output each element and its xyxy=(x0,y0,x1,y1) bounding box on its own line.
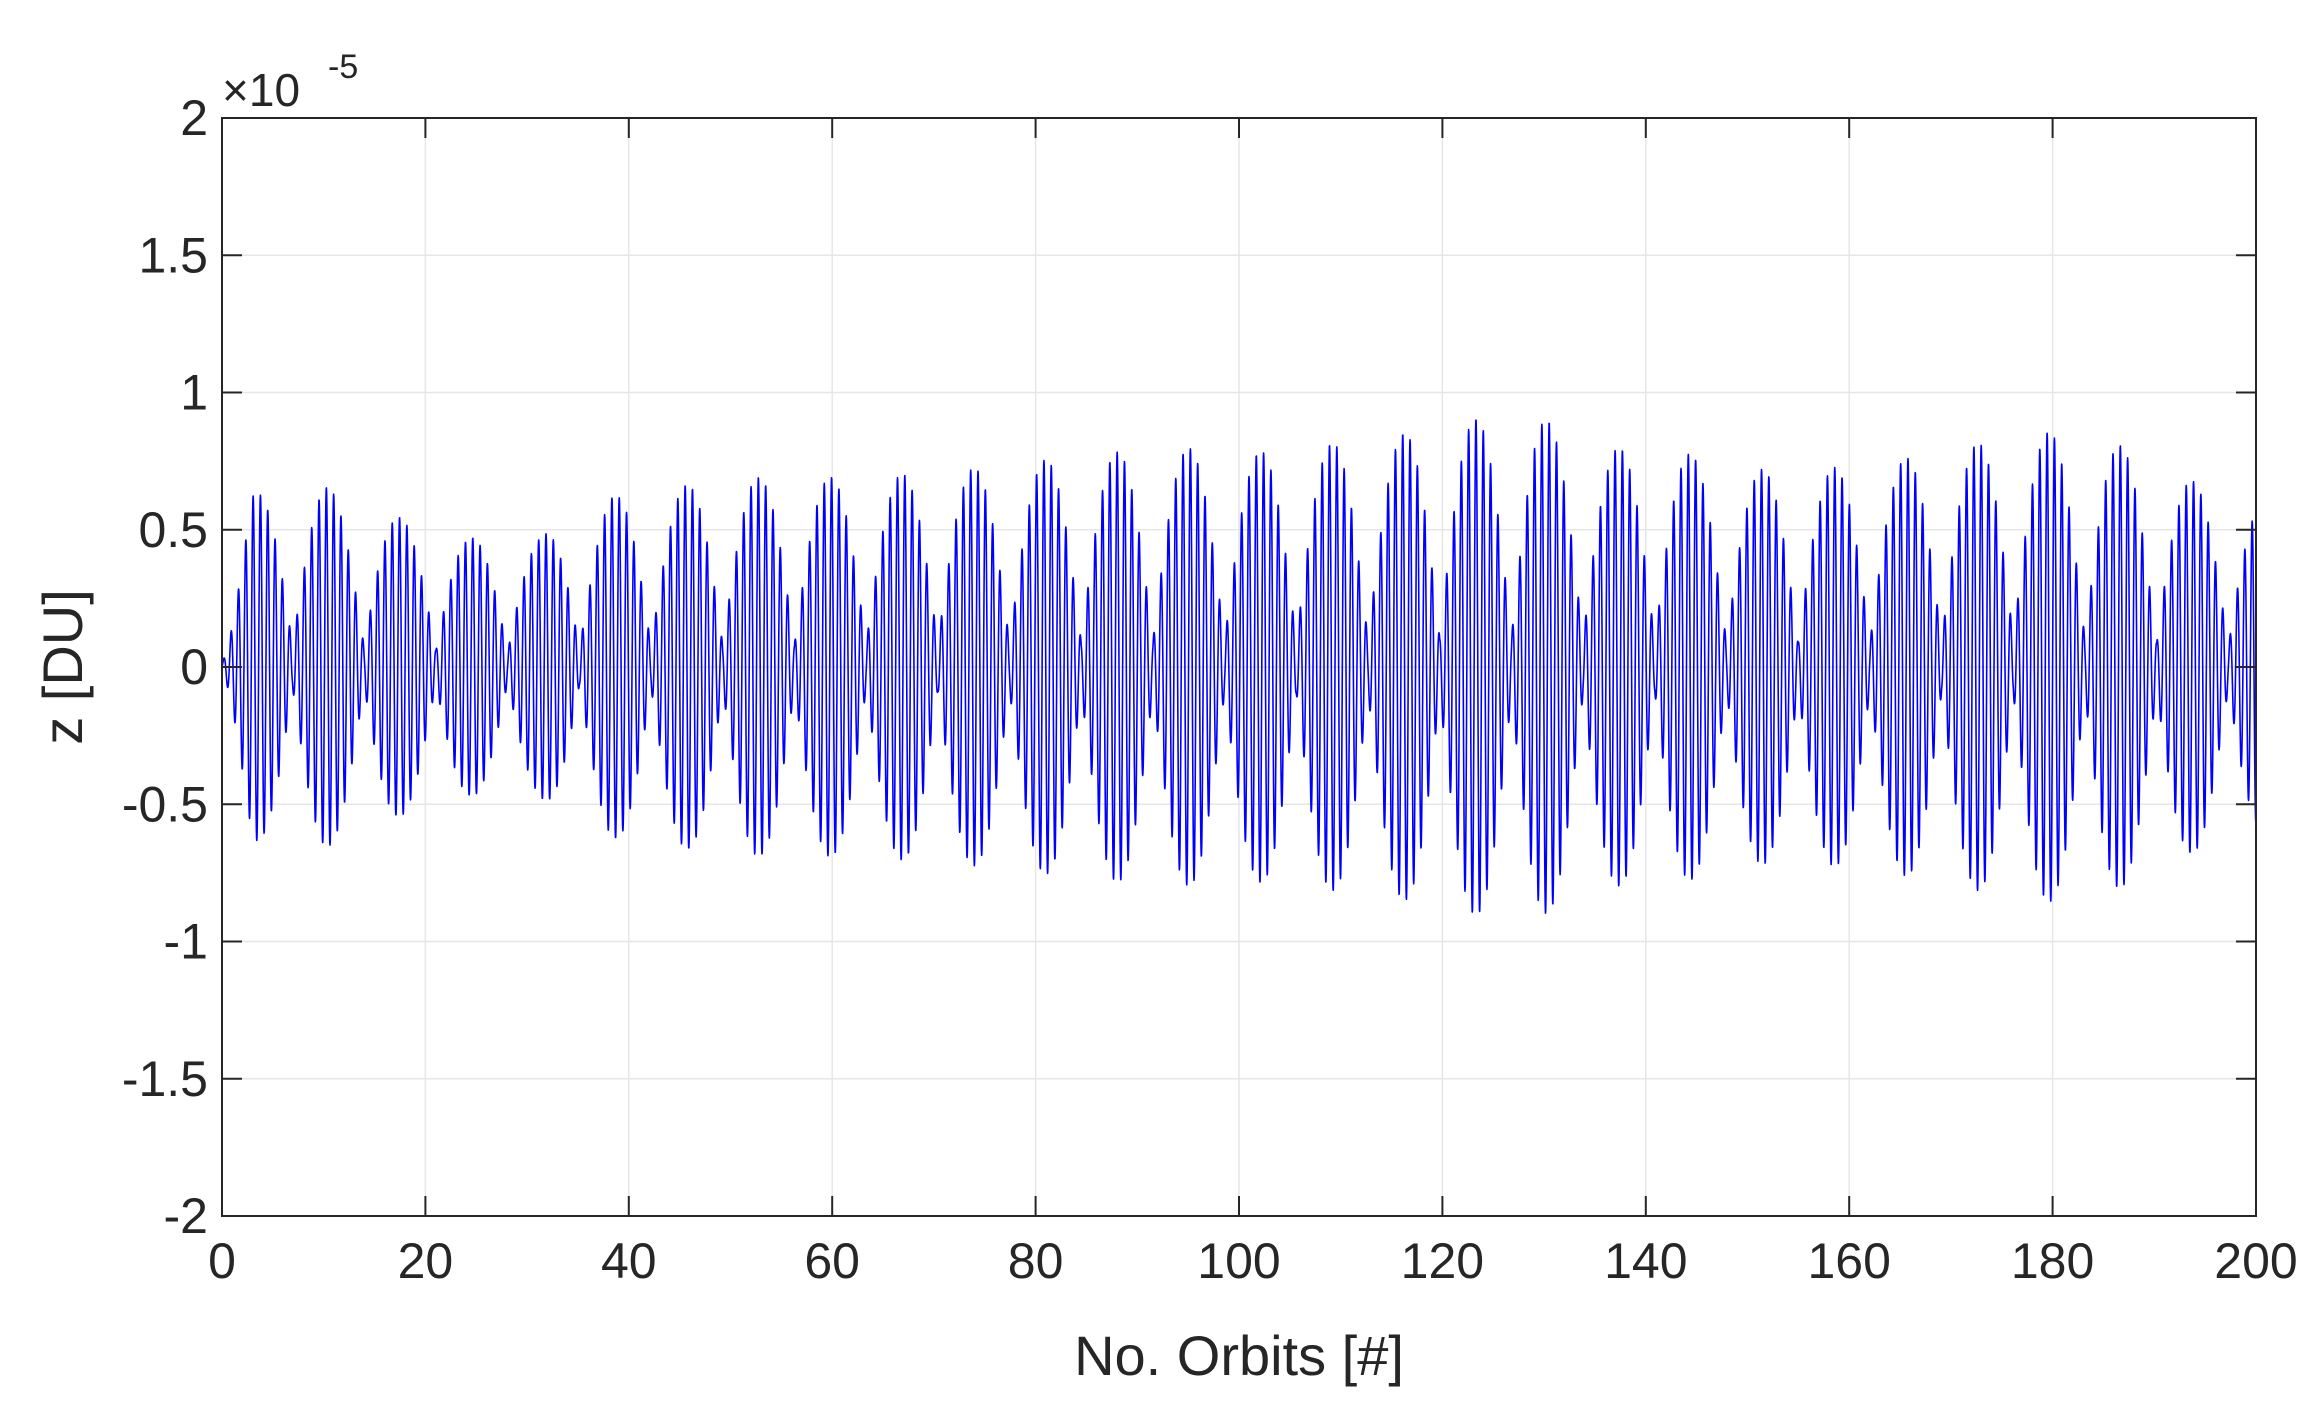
x-tick-label: 140 xyxy=(1604,1233,1687,1289)
y-axis-label: z [DU] xyxy=(31,589,94,745)
x-axis-label: No. Orbits [#] xyxy=(1074,1324,1404,1387)
x-tick-label: 200 xyxy=(2214,1233,2297,1289)
y-tick-label: 1 xyxy=(180,365,208,421)
x-tick-label: 100 xyxy=(1197,1233,1280,1289)
x-tick-label: 160 xyxy=(1807,1233,1890,1289)
x-tick-label: 180 xyxy=(2011,1233,2094,1289)
x-tick-label: 20 xyxy=(398,1233,454,1289)
x-tick-label: 0 xyxy=(208,1233,236,1289)
y-tick-label: 2 xyxy=(180,90,208,146)
y-exponent-base: ×10 xyxy=(222,64,300,116)
y-tick-label: 0.5 xyxy=(138,502,208,558)
x-tick-label: 120 xyxy=(1401,1233,1484,1289)
x-tick-label: 80 xyxy=(1008,1233,1064,1289)
ticks xyxy=(221,117,2257,1217)
y-tick-label: -2 xyxy=(164,1188,208,1244)
x-tick-labels: 0 20 40 60 80 100 120 140 160 180 200 xyxy=(208,1233,2298,1289)
series-line xyxy=(221,419,2257,914)
y-tick-label: -1 xyxy=(164,914,208,970)
y-tick-label: -0.5 xyxy=(122,776,208,832)
y-tick-label: -1.5 xyxy=(122,1051,208,1107)
y-tick-labels: -2 -1.5 -1 -0.5 0 0.5 1 1.5 2 xyxy=(122,90,208,1244)
y-exponent-power: -5 xyxy=(328,48,358,86)
y-tick-label: 1.5 xyxy=(138,227,208,283)
x-tick-label: 60 xyxy=(804,1233,860,1289)
y-tick-label: 0 xyxy=(180,639,208,695)
x-tick-label: 40 xyxy=(601,1233,657,1289)
